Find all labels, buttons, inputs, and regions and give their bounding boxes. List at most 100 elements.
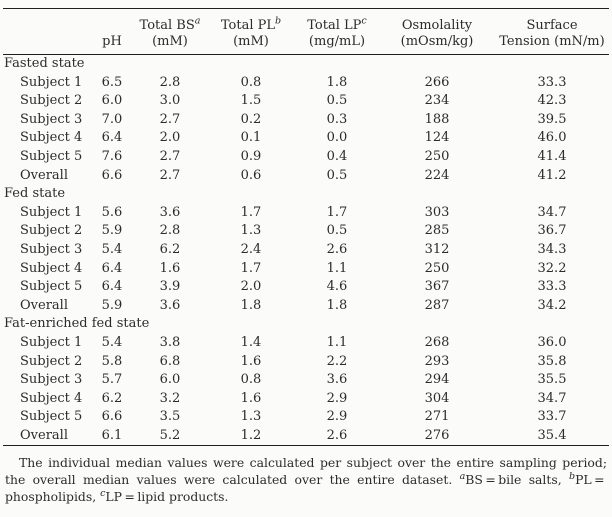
header-line1: Surface [526,18,578,33]
table-body: Fasted state Subject 1 6.5 2.8 0.8 1.8 266 33.3… [3,55,609,446]
cell-value: 6.0 [159,372,181,388]
footnote-marker-a: a [194,15,201,27]
cell-value: 0.5 [326,167,348,183]
footnote: The individual median values were calcul… [3,455,609,505]
header-row: pH Total BSa (mM) Total PLb (mM) Total LPc… [3,8,609,55]
cell-value: 1.6 [240,353,262,369]
cell-value: 7.6 [101,148,123,164]
cell-value: 0.0 [326,130,348,146]
header-line2: Tension (mN/m) [499,34,605,49]
cell-value: 250 [424,148,450,164]
table-row: Subject 2 5.9 2.8 1.3 0.5 285 36.7 [3,222,609,241]
cell-value: 34.7 [537,390,567,406]
table-row: Overall 6.6 2.7 0.6 0.5 224 41.2 [3,167,609,186]
row-label: Subject 5 [20,409,83,425]
cell-value: 33.3 [537,74,567,90]
cell-value: 1.1 [326,260,348,276]
cell-value: 2.6 [326,241,348,257]
cell-value: 41.4 [537,148,567,164]
cell-value: 124 [424,130,450,146]
group-label: Fat-enriched fed state [4,316,150,332]
cell-value: 6.6 [101,167,123,183]
footnote-sup-c: c [100,487,106,499]
cell-value: 5.4 [101,241,123,257]
group-row: Fasted state [3,55,609,74]
group-label: Fasted state [4,56,85,71]
cell-value: 2.6 [326,427,348,443]
table-row: Subject 4 6.4 2.0 0.1 0.0 124 46.0 [3,129,609,148]
cell-value: 250 [424,260,450,276]
table-row: Subject 1 6.5 2.8 0.8 1.8 266 33.3 [3,74,609,93]
cell-value: 3.5 [159,409,181,425]
row-label: Subject 2 [20,353,83,369]
cell-value: 5.4 [101,334,123,350]
table-row: Subject 1 5.4 3.8 1.4 1.1 268 36.0 [3,334,609,353]
table-row: Subject 4 6.4 1.6 1.7 1.1 250 32.2 [3,260,609,279]
cell-value: 33.7 [537,409,567,425]
cell-value: 6.4 [101,260,123,276]
cell-value: 4.6 [326,279,348,295]
cell-value: 367 [424,279,450,295]
cell-value: 3.6 [159,297,181,313]
cell-value: 1.8 [240,297,262,313]
cell-value: 1.7 [240,260,262,276]
footnote-def-pl: PL = phospholipids, [5,472,607,504]
header-ph: pH [91,8,133,55]
cell-value: 1.8 [326,74,348,90]
cell-value: 34.3 [537,241,567,257]
cell-value: 276 [424,427,450,443]
cell-value: 1.4 [240,334,262,350]
row-label: Subject 1 [20,74,83,90]
cell-value: 2.9 [326,390,348,406]
row-label: Subject 2 [20,93,83,109]
table-row: Subject 5 7.6 2.7 0.9 0.4 250 41.4 [3,148,609,167]
cell-value: 3.8 [159,334,181,350]
cell-value: 35.4 [537,427,567,443]
header-osmolality: Osmolality (mOsm/kg) [379,8,495,55]
cell-value: 1.7 [240,204,262,220]
cell-value: 188 [424,111,450,127]
cell-value: 5.8 [101,353,123,369]
row-label: Subject 2 [20,223,83,239]
cell-value: 293 [424,353,450,369]
cell-value: 36.0 [537,334,567,350]
cell-value: 1.6 [240,390,262,406]
table-row: Overall 6.1 5.2 1.2 2.6 276 35.4 [3,427,609,446]
header-line2: (mM) [152,34,188,49]
table-row: Subject 3 5.4 6.2 2.4 2.6 312 34.3 [3,241,609,260]
cell-value: 6.2 [159,241,181,257]
cell-value: 0.1 [240,130,262,146]
header-total-pl: Total PLb (mM) [207,8,295,55]
cell-value: 3.6 [159,204,181,220]
cell-value: 2.8 [159,74,181,90]
cell-value: 224 [424,167,450,183]
table-row: Subject 2 5.8 6.8 1.6 2.2 293 35.8 [3,353,609,372]
cell-value: 294 [424,372,450,388]
cell-value: 6.6 [101,409,123,425]
cell-value: 6.0 [101,93,123,109]
table-header: pH Total BSa (mM) Total PLb (mM) Total LPc… [3,8,609,55]
cell-value: 271 [424,409,450,425]
footnote-def-bs: BS = bile salts, [465,472,569,488]
footnote-sup-b: b [569,470,576,482]
cell-value: 2.8 [159,223,181,239]
cell-value: 2.0 [159,130,181,146]
cell-value: 6.2 [101,390,123,406]
group-row: Fat-enriched fed state [3,315,609,334]
header-surface-tension: Surface Tension (mN/m) [495,8,609,55]
table-row: Subject 3 7.0 2.7 0.2 0.3 188 39.5 [3,111,609,130]
footnote-text: The individual median values were calcul… [5,455,607,488]
cell-value: 2.2 [326,353,348,369]
cell-value: 7.0 [101,111,123,127]
table-row: Overall 5.9 3.6 1.8 1.8 287 34.2 [3,297,609,316]
header-total-lp: Total LPc (mg/mL) [295,8,379,55]
cell-value: 5.9 [101,297,123,313]
header-line1: Total PL [220,18,276,33]
table-row: Subject 2 6.0 3.0 1.5 0.5 234 42.3 [3,92,609,111]
header-line1: Total LP [307,18,362,33]
row-label: Subject 5 [20,148,83,164]
cell-value: 285 [424,223,450,239]
cell-value: 32.2 [537,260,567,276]
cell-value: 34.2 [537,297,567,313]
cell-value: 6.4 [101,130,123,146]
